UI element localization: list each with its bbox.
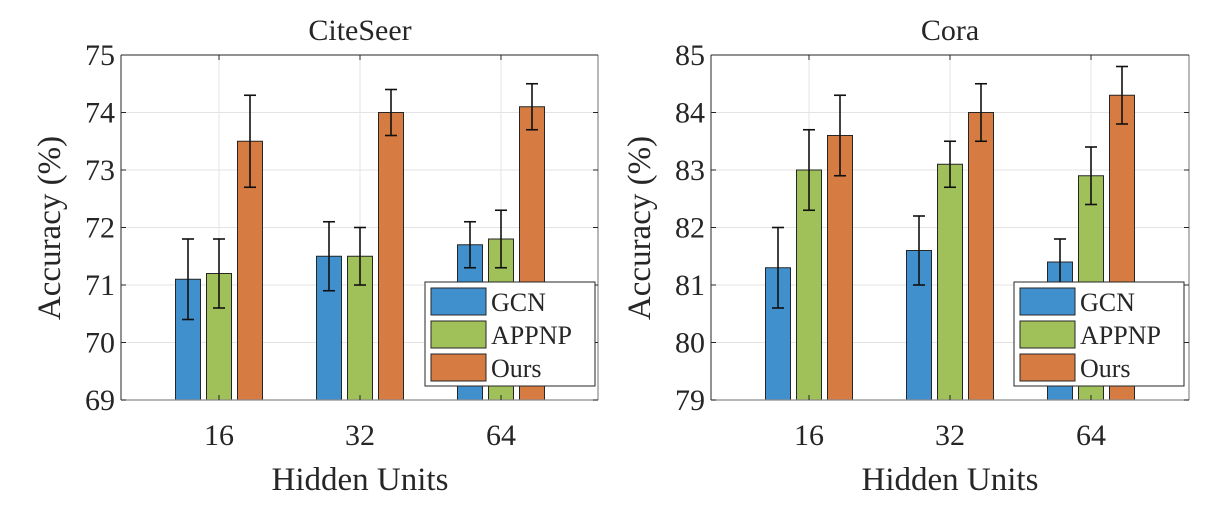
legend-swatch [430, 287, 487, 316]
y-tick-label: 73 [85, 154, 115, 187]
y-tick-label: 75 [85, 39, 115, 72]
x-tick-label: 64 [486, 419, 516, 452]
y-tick-label: 70 [85, 327, 115, 360]
legend-swatch [1019, 353, 1076, 382]
bar-appnp-32 [937, 163, 963, 401]
error-bars [772, 65, 1128, 309]
chart-title: Cora [921, 14, 979, 47]
error-bar-appnp-16 [803, 128, 815, 212]
legend-label: GCN [491, 288, 546, 317]
legend-label: APPNP [1080, 321, 1161, 350]
x-tick-label: 64 [1076, 419, 1106, 452]
error-bar-ours-32 [385, 88, 397, 137]
error-bar-gcn-32 [913, 215, 925, 286]
y-tick-label: 84 [675, 97, 705, 130]
legend-label: GCN [1080, 288, 1135, 317]
legend-swatch [430, 353, 487, 382]
error-bar-appnp-64 [1085, 146, 1097, 206]
chart-title: CiteSeer [308, 14, 411, 47]
y-tick-label: 85 [675, 39, 705, 72]
legend-swatch [1019, 287, 1076, 316]
error-bar-gcn-16 [772, 226, 784, 309]
x-tick-label: 32 [935, 419, 965, 452]
chart-citeseer: CiteSeer Hidden Units Accuracy (%) 69 70 7… [32, 14, 599, 498]
error-bar-ours-16 [244, 94, 256, 189]
error-bar-ours-64 [526, 82, 538, 131]
legend-item-appnp: APPNP [1019, 320, 1161, 350]
y-tick-label: 81 [675, 269, 705, 302]
bar-ours-32 [968, 112, 994, 401]
y-tick-label: 83 [675, 154, 705, 187]
legend-swatch [1019, 320, 1076, 349]
error-bar-appnp-32 [944, 140, 956, 189]
error-bar-gcn-64 [464, 220, 476, 269]
bar-ours-32 [378, 112, 404, 401]
error-bars [182, 82, 538, 321]
y-tick-label: 72 [85, 212, 115, 245]
error-bar-ours-64 [1116, 65, 1128, 125]
error-bar-appnp-64 [495, 209, 507, 269]
x-axis-label: Hidden Units [272, 462, 449, 498]
error-bar-gcn-32 [323, 220, 335, 292]
chart-cora: Cora Hidden Units Accuracy (%) 79 80 81 82 8… [622, 14, 1190, 498]
x-tick-label: 16 [794, 419, 824, 452]
legend-item-ours: Ours [430, 353, 542, 383]
y-tick-label: 79 [675, 384, 705, 417]
y-tick-label: 71 [85, 269, 115, 302]
x-tick-label: 32 [345, 419, 375, 452]
x-tick-label: 16 [204, 419, 234, 452]
y-axis-label: Accuracy (%) [32, 136, 68, 320]
legend-label: Ours [491, 354, 542, 383]
y-axis-label: Accuracy (%) [622, 136, 658, 320]
bar-ours-16 [827, 135, 853, 401]
error-bar-appnp-32 [354, 226, 366, 286]
legend-item-appnp: APPNP [430, 320, 572, 350]
legend-item-gcn: GCN [1019, 287, 1135, 317]
legend: GCN APPNP Ours [424, 281, 596, 387]
legend-item-gcn: GCN [430, 287, 546, 317]
legend-swatch [430, 320, 487, 349]
legend-item-ours: Ours [1019, 353, 1131, 383]
legend-label: Ours [1080, 354, 1131, 383]
legend-label: APPNP [491, 321, 572, 350]
legend: GCN APPNP Ours [1013, 281, 1185, 387]
y-tick-label: 74 [85, 97, 115, 130]
error-bar-appnp-16 [213, 238, 225, 309]
x-axis-label: Hidden Units [862, 462, 1039, 498]
error-bar-ours-32 [975, 82, 987, 143]
y-tick-label: 69 [85, 384, 115, 417]
y-tick-label: 82 [675, 212, 705, 245]
error-bar-gcn-16 [182, 238, 194, 321]
y-tick-label: 80 [675, 327, 705, 360]
error-bar-ours-16 [834, 94, 846, 177]
